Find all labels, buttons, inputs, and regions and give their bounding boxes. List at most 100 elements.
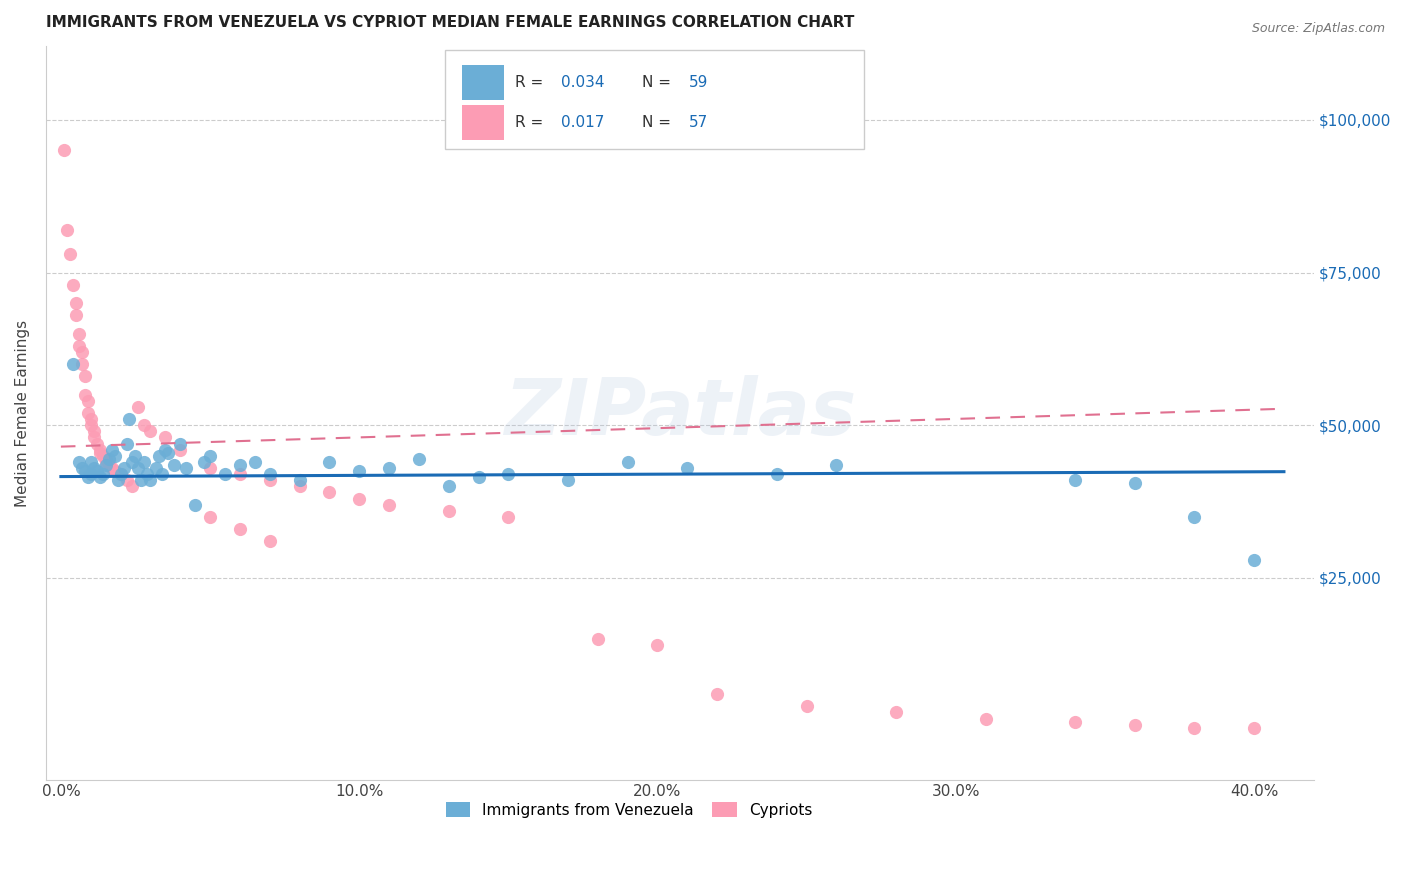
Point bbox=[59, 247, 82, 261]
Point bbox=[318, 485, 340, 500]
Point bbox=[136, 467, 159, 482]
Point bbox=[62, 357, 84, 371]
Point bbox=[94, 455, 117, 469]
Point bbox=[974, 712, 997, 726]
Point bbox=[70, 357, 93, 371]
Text: N =: N = bbox=[641, 115, 676, 130]
Point bbox=[86, 436, 108, 450]
Point bbox=[76, 406, 98, 420]
Point bbox=[259, 467, 281, 482]
Point bbox=[110, 467, 132, 482]
Text: R =: R = bbox=[515, 115, 548, 130]
Point bbox=[86, 464, 108, 478]
Point bbox=[100, 442, 122, 457]
Point bbox=[62, 277, 84, 292]
Point bbox=[706, 687, 728, 701]
Point bbox=[259, 534, 281, 549]
Text: IMMIGRANTS FROM VENEZUELA VS CYPRIOT MEDIAN FEMALE EARNINGS CORRELATION CHART: IMMIGRANTS FROM VENEZUELA VS CYPRIOT MED… bbox=[46, 15, 855, 30]
Point bbox=[121, 479, 143, 493]
Point bbox=[115, 473, 138, 487]
Point bbox=[378, 498, 401, 512]
Point bbox=[184, 498, 207, 512]
Point bbox=[127, 400, 149, 414]
Point bbox=[89, 442, 111, 457]
Point bbox=[498, 509, 520, 524]
Point bbox=[73, 464, 96, 478]
Point bbox=[67, 339, 90, 353]
Point bbox=[89, 446, 111, 460]
Y-axis label: Median Female Earnings: Median Female Earnings bbox=[15, 319, 30, 507]
Point bbox=[676, 461, 699, 475]
Point bbox=[121, 455, 143, 469]
Point bbox=[83, 461, 105, 475]
Point bbox=[825, 458, 848, 472]
Text: Source: ZipAtlas.com: Source: ZipAtlas.com bbox=[1251, 22, 1385, 36]
Point bbox=[89, 470, 111, 484]
Point bbox=[1064, 714, 1087, 729]
Point bbox=[616, 455, 638, 469]
Text: R =: R = bbox=[515, 75, 548, 90]
Point bbox=[163, 458, 186, 472]
Point bbox=[148, 449, 170, 463]
Point bbox=[1123, 476, 1146, 491]
Point bbox=[56, 223, 79, 237]
Point bbox=[73, 369, 96, 384]
Point bbox=[796, 699, 818, 714]
Point bbox=[134, 418, 156, 433]
Point bbox=[884, 706, 907, 720]
Bar bbox=[461, 65, 503, 100]
Point bbox=[131, 473, 153, 487]
Point bbox=[139, 473, 162, 487]
Point bbox=[229, 458, 252, 472]
Point bbox=[437, 479, 460, 493]
Point bbox=[100, 461, 122, 475]
Point bbox=[1243, 552, 1265, 566]
Point bbox=[243, 455, 266, 469]
Point bbox=[83, 425, 105, 439]
Point bbox=[214, 467, 236, 482]
Point bbox=[97, 451, 120, 466]
Point bbox=[80, 455, 103, 469]
Point bbox=[437, 504, 460, 518]
Point bbox=[91, 449, 114, 463]
Point bbox=[110, 467, 132, 482]
Point bbox=[83, 430, 105, 444]
Point bbox=[155, 442, 177, 457]
Point bbox=[76, 470, 98, 484]
Point bbox=[198, 461, 221, 475]
Point bbox=[112, 461, 135, 475]
Point bbox=[139, 425, 162, 439]
Point bbox=[70, 461, 93, 475]
Point bbox=[378, 461, 401, 475]
Point bbox=[80, 467, 103, 482]
Point bbox=[65, 308, 87, 322]
Point bbox=[467, 470, 489, 484]
Bar bbox=[461, 105, 503, 140]
Point bbox=[76, 393, 98, 408]
Point bbox=[647, 638, 669, 652]
Point bbox=[67, 455, 90, 469]
Point bbox=[134, 455, 156, 469]
Point bbox=[150, 467, 173, 482]
Point bbox=[157, 446, 180, 460]
Point bbox=[198, 509, 221, 524]
Point bbox=[408, 451, 430, 466]
Point bbox=[103, 449, 125, 463]
Point bbox=[198, 449, 221, 463]
Legend: Immigrants from Venezuela, Cypriots: Immigrants from Venezuela, Cypriots bbox=[437, 793, 821, 827]
Point bbox=[127, 461, 149, 475]
Text: 0.034: 0.034 bbox=[561, 75, 605, 90]
Point bbox=[1123, 717, 1146, 731]
Point bbox=[65, 296, 87, 310]
Point bbox=[124, 449, 146, 463]
Point bbox=[1243, 721, 1265, 735]
Text: 0.017: 0.017 bbox=[561, 115, 605, 130]
Point bbox=[94, 451, 117, 466]
Point bbox=[118, 412, 141, 426]
Point bbox=[1064, 473, 1087, 487]
Point bbox=[169, 442, 191, 457]
Point bbox=[1184, 721, 1206, 735]
Point bbox=[67, 326, 90, 341]
Point bbox=[193, 455, 215, 469]
Point bbox=[91, 467, 114, 482]
